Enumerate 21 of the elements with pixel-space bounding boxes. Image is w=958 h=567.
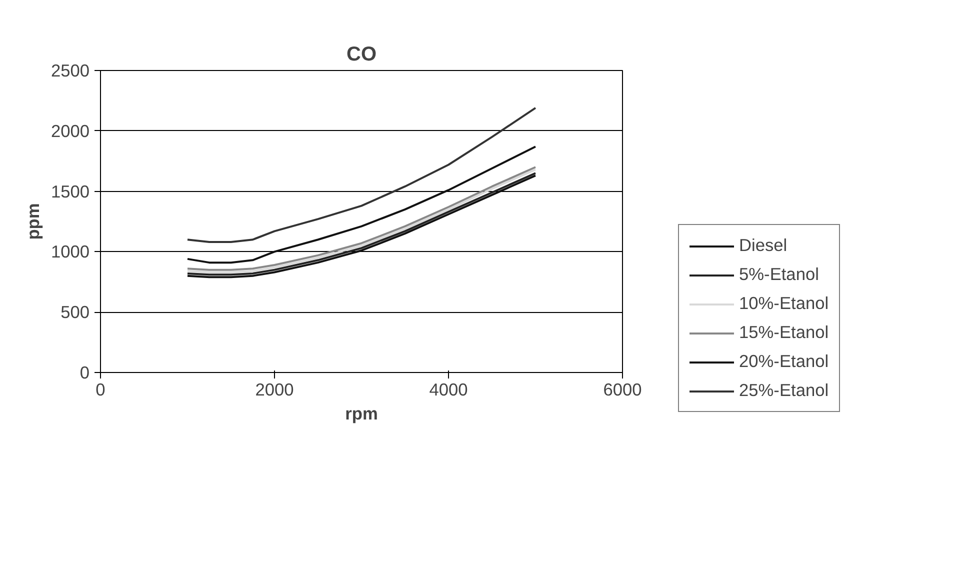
y-tick-label: 2000 bbox=[50, 120, 90, 141]
legend-label: Diesel bbox=[739, 235, 788, 256]
legend-label: 15%-Etanol bbox=[739, 322, 829, 343]
legend-label: 25%-Etanol bbox=[739, 380, 829, 401]
x-tick-label: 2000 bbox=[255, 380, 294, 400]
x-tick-label: 6000 bbox=[603, 380, 642, 400]
y-tick-label: 2500 bbox=[50, 60, 90, 80]
legend-label: 5%-Etanol bbox=[739, 264, 819, 285]
y-tick-label: 0 bbox=[80, 362, 90, 382]
chart-title: CO bbox=[346, 44, 376, 66]
line-series bbox=[186, 106, 536, 244]
x-axis-title: rpm bbox=[345, 404, 378, 424]
legend-label: 10%-Etanol bbox=[739, 293, 829, 314]
x-tick-label: 4000 bbox=[429, 380, 468, 400]
y-tick-label: 500 bbox=[60, 302, 90, 322]
line-series bbox=[186, 146, 536, 264]
legend-label: 20%-Etanol bbox=[739, 351, 829, 372]
x-tick-label: 0 bbox=[96, 380, 106, 400]
y-tick-label: 1000 bbox=[50, 242, 90, 262]
y-axis-title: ppm bbox=[22, 203, 43, 240]
y-tick-label: 1500 bbox=[50, 181, 90, 202]
